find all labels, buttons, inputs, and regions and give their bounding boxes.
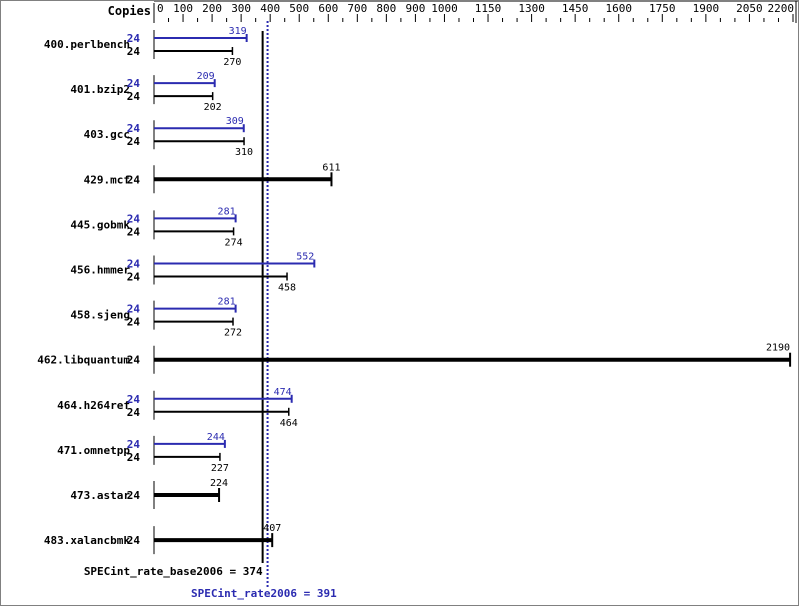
tick-label: 600 bbox=[318, 2, 338, 15]
base-copies: 24 bbox=[127, 354, 141, 367]
base-value-label: 310 bbox=[235, 147, 253, 158]
base-value-label: 202 bbox=[204, 102, 222, 113]
tick-label: 800 bbox=[376, 2, 396, 15]
tick-label: 100 bbox=[173, 2, 193, 15]
tick-label: 0 bbox=[157, 2, 164, 15]
base-value-label: 407 bbox=[263, 523, 281, 534]
benchmark-label: 483.xalancbmk bbox=[44, 534, 130, 547]
tick-label: 2050 bbox=[736, 2, 763, 15]
base-copies: 24 bbox=[127, 406, 141, 419]
base-value-label: 224 bbox=[210, 478, 228, 489]
peak-copies: 24 bbox=[127, 438, 141, 451]
benchmark-label: 445.gobmk bbox=[70, 218, 130, 231]
peak-value-label: 309 bbox=[226, 116, 244, 127]
base-copies: 24 bbox=[127, 45, 141, 58]
tick-label: 1600 bbox=[605, 2, 632, 15]
tick-label: 900 bbox=[405, 2, 425, 15]
peak-value-label: 244 bbox=[207, 432, 225, 443]
peak-reference-label: SPECint_rate2006 = 391 bbox=[191, 587, 337, 600]
tick-label: 1750 bbox=[649, 2, 676, 15]
base-copies: 24 bbox=[127, 90, 141, 103]
benchmark-label: 401.bzip2 bbox=[70, 83, 130, 96]
benchmark-label: 458.sjeng bbox=[70, 309, 130, 322]
base-copies: 24 bbox=[127, 489, 141, 502]
peak-value-label: 281 bbox=[218, 297, 236, 308]
base-copies: 24 bbox=[127, 173, 141, 186]
peak-value-label: 552 bbox=[296, 252, 314, 263]
base-copies: 24 bbox=[127, 225, 141, 238]
tick-label: 1450 bbox=[562, 2, 589, 15]
benchmark-label: 403.gcc bbox=[84, 128, 130, 141]
peak-copies: 24 bbox=[127, 212, 141, 225]
base-copies: 24 bbox=[127, 316, 141, 329]
tick-label: 400 bbox=[260, 2, 280, 15]
base-copies: 24 bbox=[127, 135, 141, 148]
axis-header: Copies bbox=[108, 4, 151, 18]
benchmark-label: 464.h264ref bbox=[57, 399, 130, 412]
base-value-label: 270 bbox=[223, 57, 241, 68]
peak-value-label: 319 bbox=[229, 26, 247, 37]
benchmark-label: 471.omnetpp bbox=[57, 444, 130, 457]
benchmark-label: 456.hmmer bbox=[70, 264, 130, 277]
tick-label: 300 bbox=[231, 2, 251, 15]
tick-label: 1900 bbox=[693, 2, 720, 15]
tick-label: 1000 bbox=[431, 2, 458, 15]
base-value-label: 611 bbox=[322, 162, 340, 173]
benchmark-label: 462.libquantum bbox=[37, 354, 130, 367]
tick-label: 200 bbox=[202, 2, 222, 15]
peak-copies: 24 bbox=[127, 393, 141, 406]
tick-label: 1300 bbox=[518, 2, 545, 15]
peak-value-label: 209 bbox=[197, 71, 215, 82]
peak-copies: 24 bbox=[127, 32, 141, 45]
base-value-label: 458 bbox=[278, 283, 296, 294]
peak-copies: 24 bbox=[127, 303, 141, 316]
base-copies: 24 bbox=[127, 534, 141, 547]
base-value-label: 227 bbox=[211, 463, 229, 474]
tick-label: 500 bbox=[289, 2, 309, 15]
base-copies: 24 bbox=[127, 451, 141, 464]
peak-copies: 24 bbox=[127, 122, 141, 135]
benchmark-label: 400.perlbench bbox=[44, 38, 130, 51]
peak-value-label: 281 bbox=[218, 206, 236, 217]
base-value-label: 272 bbox=[224, 328, 242, 339]
benchmark-label: 473.astar bbox=[70, 489, 130, 502]
peak-copies: 24 bbox=[127, 258, 141, 271]
base-reference-label: SPECint_rate_base2006 = 374 bbox=[84, 565, 263, 578]
peak-copies: 24 bbox=[127, 77, 141, 90]
tick-label: 1150 bbox=[475, 2, 502, 15]
base-value-label: 274 bbox=[225, 237, 243, 248]
base-value-label: 464 bbox=[280, 418, 298, 429]
base-copies: 24 bbox=[127, 271, 141, 284]
tick-label: 2200 bbox=[768, 2, 795, 15]
base-value-label: 2190 bbox=[766, 343, 790, 354]
benchmark-label: 429.mcf bbox=[84, 173, 130, 186]
tick-label: 700 bbox=[347, 2, 367, 15]
peak-value-label: 474 bbox=[274, 387, 292, 398]
